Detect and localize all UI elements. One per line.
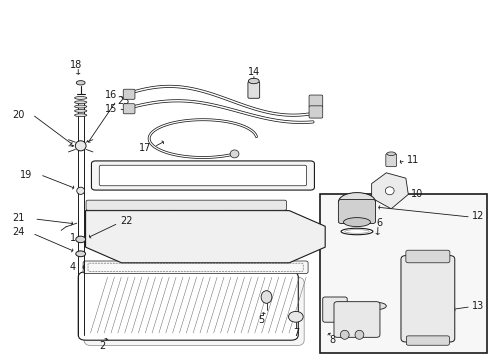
FancyBboxPatch shape (385, 154, 396, 167)
Text: 14: 14 (247, 67, 260, 77)
Text: 6: 6 (376, 218, 382, 228)
FancyBboxPatch shape (338, 199, 375, 224)
Ellipse shape (74, 105, 87, 108)
FancyBboxPatch shape (83, 261, 307, 274)
FancyBboxPatch shape (84, 277, 304, 346)
Ellipse shape (288, 311, 303, 322)
FancyBboxPatch shape (78, 272, 298, 340)
Text: 20: 20 (12, 110, 24, 120)
FancyBboxPatch shape (123, 89, 135, 99)
Text: 19: 19 (20, 170, 32, 180)
FancyBboxPatch shape (322, 297, 346, 322)
Ellipse shape (354, 330, 363, 339)
Ellipse shape (230, 150, 239, 158)
Text: 9: 9 (380, 180, 386, 190)
FancyBboxPatch shape (308, 95, 322, 107)
FancyBboxPatch shape (86, 200, 286, 210)
Bar (320, 194, 486, 353)
Ellipse shape (74, 96, 87, 99)
Ellipse shape (76, 251, 85, 257)
FancyBboxPatch shape (99, 165, 306, 186)
Text: 15: 15 (105, 104, 117, 114)
Ellipse shape (75, 141, 86, 151)
Text: 16: 16 (105, 90, 117, 100)
Text: 12: 12 (471, 211, 483, 221)
FancyBboxPatch shape (123, 104, 135, 114)
Text: 3: 3 (209, 172, 215, 182)
FancyBboxPatch shape (405, 250, 449, 263)
Ellipse shape (341, 228, 372, 235)
FancyArrowPatch shape (69, 145, 73, 147)
FancyBboxPatch shape (308, 106, 322, 118)
Ellipse shape (386, 152, 395, 156)
Text: 21: 21 (12, 213, 24, 223)
Ellipse shape (74, 109, 87, 112)
Text: 8: 8 (329, 335, 335, 345)
Text: 24: 24 (12, 227, 24, 237)
Ellipse shape (338, 193, 375, 211)
Ellipse shape (74, 114, 87, 117)
Text: 18: 18 (69, 60, 82, 70)
Ellipse shape (343, 217, 370, 227)
Text: 4: 4 (69, 262, 76, 272)
Text: 7: 7 (292, 328, 298, 338)
Text: 22: 22 (120, 216, 132, 226)
Ellipse shape (261, 291, 271, 303)
Text: 5: 5 (258, 315, 264, 325)
FancyBboxPatch shape (91, 161, 314, 190)
Text: 1: 1 (69, 233, 76, 243)
Ellipse shape (77, 187, 84, 194)
Ellipse shape (76, 236, 85, 243)
Ellipse shape (366, 302, 386, 310)
Polygon shape (85, 211, 325, 263)
Text: 23: 23 (117, 96, 129, 106)
Ellipse shape (248, 78, 259, 84)
FancyBboxPatch shape (247, 82, 259, 98)
Ellipse shape (340, 330, 348, 339)
FancyBboxPatch shape (333, 302, 379, 337)
FancyBboxPatch shape (400, 256, 454, 342)
Ellipse shape (385, 187, 393, 195)
Text: 17: 17 (139, 143, 151, 153)
Text: 10: 10 (410, 189, 422, 199)
Text: 11: 11 (406, 155, 418, 165)
Polygon shape (371, 173, 407, 209)
Text: 13: 13 (471, 301, 483, 311)
Ellipse shape (76, 81, 85, 85)
FancyBboxPatch shape (406, 336, 448, 345)
Text: 2: 2 (100, 341, 105, 351)
Ellipse shape (74, 101, 87, 104)
